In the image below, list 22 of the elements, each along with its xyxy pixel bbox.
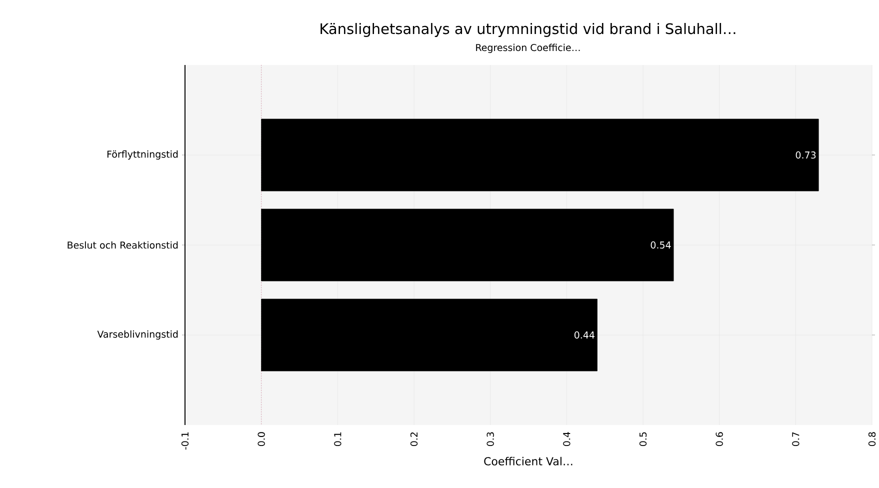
data-label: 0.73 <box>796 151 816 159</box>
chart-title: Känslighetsanalys av utrymningstid vid brand i Saluhall… <box>320 22 736 38</box>
bar <box>261 298 598 372</box>
x-tick-label: 0.7 <box>792 432 800 446</box>
x-tick-label: 0.5 <box>639 432 647 446</box>
x-tick-label: 0.2 <box>410 432 418 446</box>
x-axis-title: Coefficient Val… <box>484 456 572 466</box>
x-tick-label: 0.6 <box>716 432 723 446</box>
x-tick-label: 0.0 <box>258 432 265 446</box>
x-tick-label: -0.1 <box>181 432 189 450</box>
x-tick-label: 0.1 <box>334 432 342 446</box>
data-label: 0.44 <box>574 331 594 339</box>
x-tick-label: 0.4 <box>563 432 570 446</box>
y-tick-label: Förflyttningstid <box>107 150 178 160</box>
y-tick-label: Varseblivningstid <box>97 330 178 340</box>
bar <box>261 208 674 282</box>
x-tick-label: 0.8 <box>868 432 876 446</box>
data-label: 0.54 <box>650 241 671 249</box>
y-tick-label: Beslut och Reaktionstid <box>68 241 178 249</box>
chart-subtitle: Regression Coefficie… <box>476 44 580 53</box>
bar <box>261 118 819 192</box>
x-tick-label: 0.3 <box>486 432 494 446</box>
